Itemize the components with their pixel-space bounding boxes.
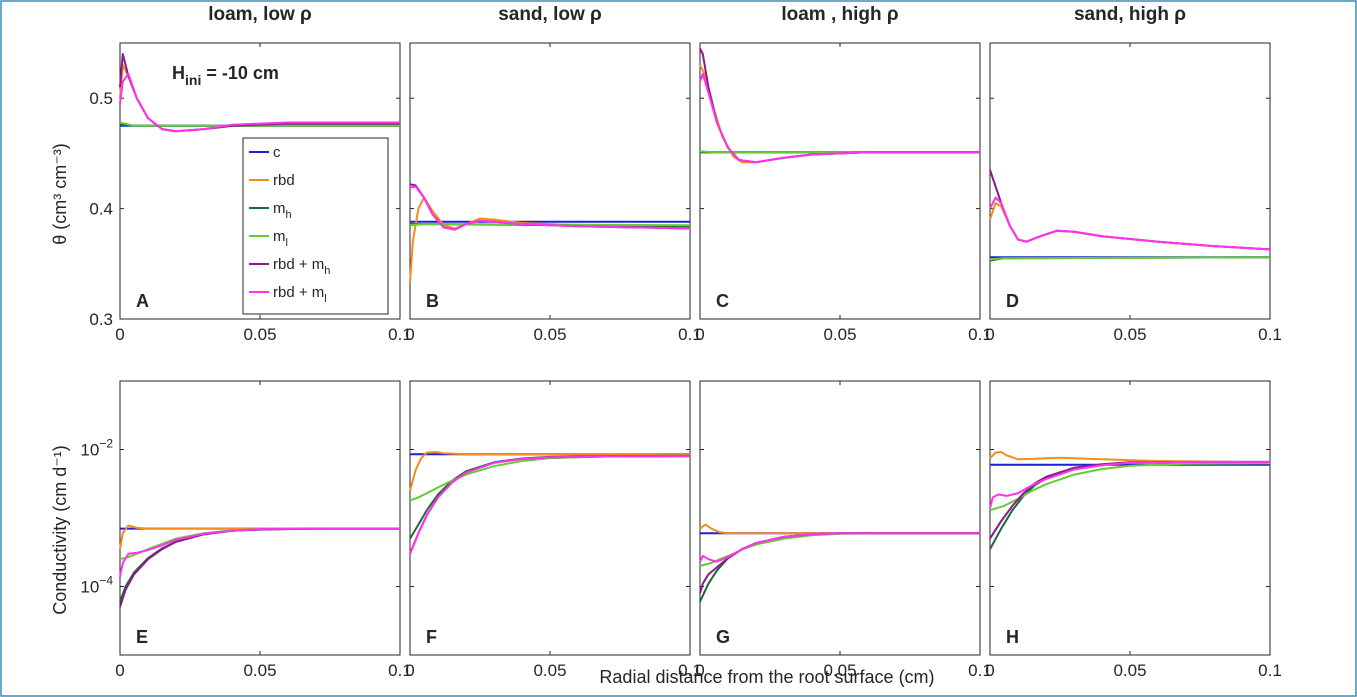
- panel-f-x-tick-label: 0: [405, 661, 414, 680]
- panel-d-axes: [989, 42, 1271, 320]
- y-axis-label-top: θ (cm³ cm⁻³): [50, 143, 70, 244]
- panel-e-x-tick-label: 0.05: [243, 661, 276, 680]
- panel-a-y-tick-label: 0.5: [89, 89, 113, 108]
- panel-e-x-tick-label: 0.1: [388, 661, 412, 680]
- panel-g-x-tick-label: 0: [695, 661, 704, 680]
- panel-a-letter: A: [136, 291, 149, 311]
- panel-e-y-tick-label: 10−2: [80, 437, 113, 460]
- panel-a-title: loam, low ρ: [208, 4, 312, 25]
- panel-h-x-tick-label: 0.1: [1258, 661, 1282, 680]
- panel-h-series-rbd-m-l: [989, 460, 1270, 509]
- panel-d-series-m-l: [989, 256, 1271, 261]
- panel-g-axes: [699, 380, 981, 656]
- panel-h-x-tick-label: 0.05: [1113, 661, 1146, 680]
- panel-a-x-tick-label: 0.1: [388, 325, 412, 344]
- panel-b-x-tick-label: 0.05: [533, 325, 566, 344]
- panel-g-x-tick-label: 0.05: [823, 661, 856, 680]
- y-axis-label-bottom: Conductivity (cm d⁻¹): [50, 445, 70, 615]
- legend-entry: rbd + mh: [273, 256, 330, 277]
- panel-f-x-tick-label: 0.05: [533, 661, 566, 680]
- panel-e-series-rbd: [119, 524, 400, 550]
- panel-f-letter: F: [426, 627, 437, 647]
- panel-d-x-tick-label: 0.05: [1113, 325, 1146, 344]
- panel-f-series-rbd-m-l: [409, 455, 691, 555]
- legend-entry: rbd: [273, 172, 295, 189]
- panel-g-series-rbd: [699, 523, 980, 535]
- panel-h-letter: H: [1006, 627, 1019, 647]
- panel-b-title: sand, low ρ: [498, 4, 602, 25]
- panel-b-axes: [409, 42, 691, 320]
- panel-d-letter: D: [1006, 291, 1019, 311]
- legend: c rbd mh ml rbd + mh rbd + ml: [242, 137, 389, 315]
- panel-a-x-tick-label: 0.05: [243, 325, 276, 344]
- x-axis-label: Radial distance from the root surface (c…: [599, 667, 934, 687]
- panel-d: sand, high ρ 0 0.05 0.1 D: [985, 4, 1282, 344]
- panel-h-x-tick-label: 0: [985, 661, 994, 680]
- panel-b-x-tick-label: 0.1: [678, 325, 702, 344]
- legend-entry: c: [273, 144, 281, 161]
- panel-g-letter: G: [716, 627, 730, 647]
- panel-d-series-rbd-m-l: [989, 196, 1271, 251]
- panel-e-letter: E: [136, 627, 148, 647]
- panel-f-x-tick-label: 0.1: [678, 661, 702, 680]
- panel-e-x-tick-label: 0: [115, 661, 124, 680]
- panel-a-annotation: Hini = -10 cm: [172, 63, 279, 88]
- panel-e-axes: [119, 380, 401, 656]
- panel-b: sand, low ρ 0 0.05 0.1 B: [405, 4, 702, 344]
- panel-h-series-m-l: [989, 462, 1271, 512]
- panel-h: 0 0.05 0.1 H: [985, 380, 1282, 680]
- panel-b-series-rbd-m-l: [409, 185, 691, 231]
- panel-h-series-rbd: [989, 451, 1271, 464]
- legend-entry: ml: [273, 228, 288, 249]
- panel-c-axes: [699, 42, 981, 320]
- annotation-subscript: ini: [185, 72, 201, 88]
- panel-d-title: sand, high ρ: [1074, 4, 1186, 25]
- panel-g: 0 0.05 0.1 G: [695, 380, 992, 680]
- panel-c-title: loam , high ρ: [781, 4, 899, 25]
- panel-c: loam , high ρ 0 0.05 0.1 C: [695, 4, 992, 344]
- panel-a-series-rbd-m-l: [119, 72, 400, 133]
- panel-f-series-rbd: [409, 451, 690, 491]
- panel-e-y-tick-label: 10−4: [80, 574, 113, 597]
- panel-c-x-tick-label: 0.1: [968, 325, 992, 344]
- annotation-main: H: [172, 63, 185, 83]
- panel-h-axes: [989, 380, 1271, 656]
- panel-c-x-tick-label: 0: [695, 325, 704, 344]
- panel-f: 0 0.05 0.1 F: [405, 380, 702, 680]
- panel-c-letter: C: [716, 291, 729, 311]
- legend-entry: mh: [273, 200, 292, 221]
- panel-d-x-tick-label: 0.1: [1258, 325, 1282, 344]
- panel-a-y-tick-label: 0.4: [89, 200, 113, 219]
- panel-a-x-tick-label: 0: [115, 325, 124, 344]
- panel-a-y-tick-label: 0.3: [89, 310, 113, 329]
- panel-a-series-m-l: [119, 121, 400, 127]
- panel-c-x-tick-label: 0.05: [823, 325, 856, 344]
- panel-f-axes: [409, 380, 691, 656]
- panel-b-letter: B: [426, 291, 439, 311]
- legend-entry: rbd + ml: [273, 284, 327, 305]
- panel-d-x-tick-label: 0: [985, 325, 994, 344]
- panel-e: 0 0.05 0.1 10−4 10−2 E: [80, 380, 412, 680]
- panel-g-series-rbd-m-l: [699, 532, 980, 563]
- panel-b-series-m-l: [409, 223, 691, 227]
- legend-box: [242, 137, 389, 315]
- panel-b-x-tick-label: 0: [405, 325, 414, 344]
- annotation-rest: = -10 cm: [201, 63, 279, 83]
- panel-e-series-rbd-m-l: [119, 527, 400, 577]
- panel-c-series-rbd-m-l: [699, 72, 980, 164]
- panel-g-x-tick-label: 0.1: [968, 661, 992, 680]
